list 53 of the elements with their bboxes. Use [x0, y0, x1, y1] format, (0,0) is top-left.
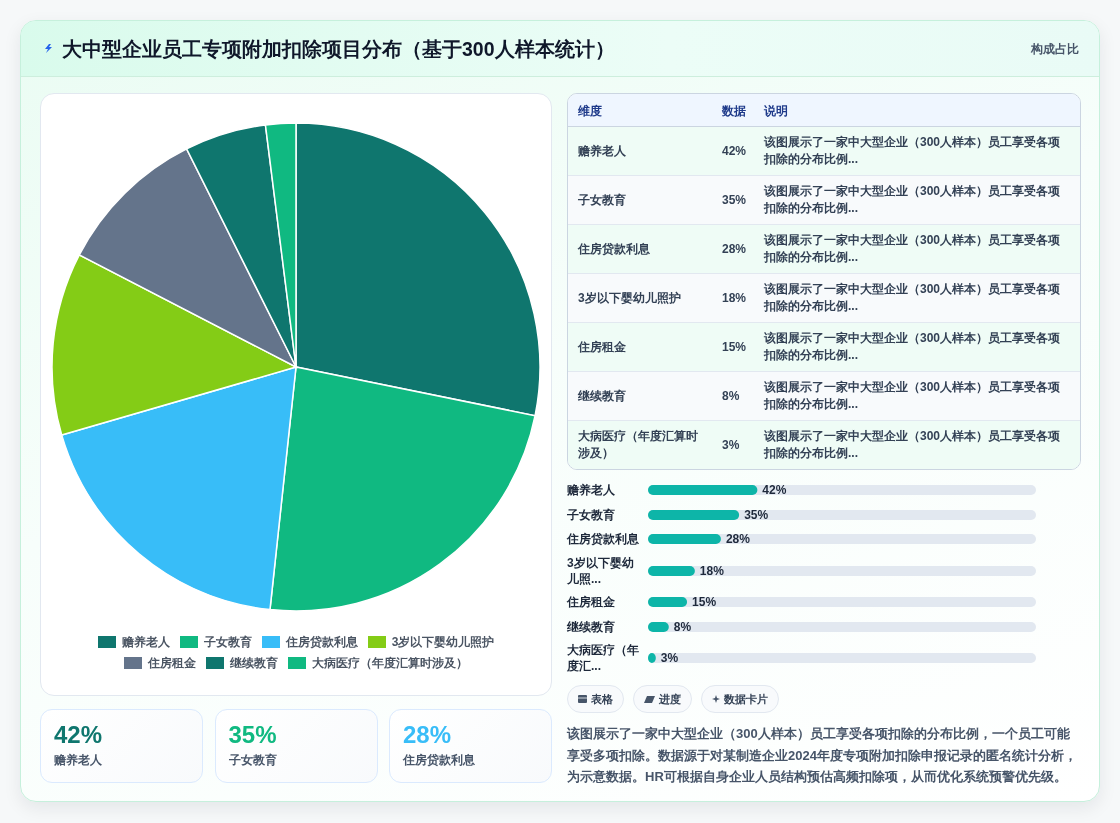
y-tick-label: 住房租金 — [567, 594, 616, 610]
text: 28% — [722, 240, 748, 258]
y-tick-label: 继续教育 — [567, 618, 616, 635]
text: 赡养老人 — [54, 752, 103, 769]
text: 该图展示了一家中大型企业（300人样本）员工享受各项扣除的分布比例... — [764, 281, 1062, 315]
text: 该图展示了一家中大型企业（300人样本）员工享受各项扣除的分布比例，一个员工可能享受多项扣除。数据源于对某制造企业2024年度专项附加扣除申报记录的匿名统计分析，为示意数据。HR可根据自身企业人员结构预估高频扣除项，从而优化系统预警优先级。 — [567, 725, 1078, 786]
text: 42% — [722, 142, 748, 160]
text: 28% — [403, 720, 453, 750]
text: 维度 — [578, 103, 602, 120]
text: 说明 — [764, 103, 788, 120]
text: 35% — [228, 720, 278, 750]
text: 8% — [722, 387, 741, 405]
y-tick-label: 住房贷款利息 — [567, 531, 640, 547]
text: 35% — [722, 191, 748, 209]
text: 大中型企业员工专项附加扣除项目分布（基于300人样本统计） — [62, 37, 615, 62]
text: 住房贷款利息 — [403, 752, 476, 769]
text: 住房贷款利息 — [578, 240, 651, 258]
data-label: 18% — [699, 562, 724, 579]
text: 构成占比 — [1031, 41, 1079, 58]
data-label: 3% — [660, 650, 679, 666]
text: 该图展示了一家中大型企业（300人样本）员工享受各项扣除的分布比例... — [764, 232, 1062, 266]
legend-label: 住房贷款利息 — [285, 633, 358, 651]
legend-label: 3岁以下婴幼儿照护 — [391, 633, 495, 651]
text: 进度 — [659, 691, 681, 707]
y-tick-label: 子女教育 — [567, 506, 616, 523]
legend-label: 住房租金 — [148, 654, 196, 672]
text: 子女教育 — [228, 752, 278, 769]
text: 3% — [722, 436, 741, 454]
text: 15% — [722, 338, 748, 356]
data-label: 28% — [725, 531, 750, 547]
text: 该图展示了一家中大型企业（300人样本）员工享受各项扣除的分布比例... — [764, 330, 1062, 364]
text: 大病医疗（年度汇算时涉及） — [578, 428, 699, 462]
text: 3岁以下婴幼儿照护 — [578, 289, 682, 307]
text: 表格 — [591, 691, 613, 707]
text: 数据卡片 — [724, 691, 768, 707]
text: 该图展示了一家中大型企业（300人样本）员工享受各项扣除的分布比例... — [764, 183, 1062, 217]
text: 该图展示了一家中大型企业（300人样本）员工享受各项扣除的分布比例... — [764, 379, 1062, 413]
text: 42% — [54, 720, 104, 750]
text: 数据 — [722, 103, 746, 120]
legend-label: 赡养老人 — [121, 633, 170, 651]
data-label: 8% — [673, 618, 692, 635]
legend-label: 继续教育 — [230, 654, 278, 672]
text: 该图展示了一家中大型企业（300人样本）员工享受各项扣除的分布比例... — [764, 134, 1062, 168]
data-label: 42% — [762, 482, 787, 498]
y-tick-label: 大病医疗（年度汇... — [567, 642, 640, 674]
text: 该图展示了一家中大型企业（300人样本）员工享受各项扣除的分布比例... — [764, 428, 1062, 462]
y-tick-label: 3岁以下婴幼儿照... — [567, 554, 635, 587]
legend-label: 大病医疗（年度汇算时涉及） — [312, 654, 468, 672]
text: 18% — [722, 289, 748, 307]
y-tick-label: 赡养老人 — [567, 482, 616, 498]
data-label: 15% — [692, 594, 717, 610]
legend-label: 子女教育 — [203, 633, 252, 651]
data-label: 35% — [744, 506, 769, 523]
